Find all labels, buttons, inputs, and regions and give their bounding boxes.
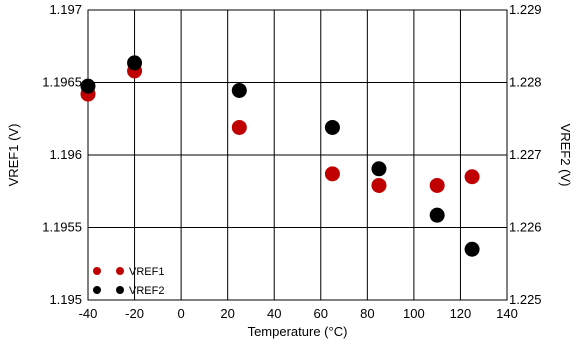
grid (88, 10, 507, 300)
x-tick-label: -40 (79, 306, 98, 321)
x-tick-label: 80 (360, 306, 374, 321)
data-point-vref1 (429, 177, 445, 193)
y-left-tick-label: 1.195 (49, 292, 82, 307)
y-left-tick-label: 1.1965 (42, 75, 82, 90)
data-point-vref1 (324, 166, 340, 182)
plot-area (87, 9, 508, 301)
x-tick-label: 100 (403, 306, 425, 321)
x-tick-label: 40 (267, 306, 281, 321)
y-left-tick-label: 1.196 (49, 147, 82, 162)
series-vref2 (80, 55, 480, 257)
data-point-vref1 (371, 177, 387, 193)
data-point-vref2 (127, 55, 143, 71)
x-tick-label: 120 (450, 306, 472, 321)
y-left-tick-label: 1.197 (49, 2, 82, 17)
legend-marker-vref1 (93, 267, 101, 275)
x-axis-title: Temperature (°C) (248, 324, 348, 339)
y-right-axis-title: VREF2 (V) (558, 124, 573, 187)
y-right-axis-ticks: 1.225 1.226 1.227 1.228 1.229 (509, 2, 542, 307)
y-left-axis-title: VREF1 (V) (6, 124, 21, 187)
data-point-vref2 (231, 82, 247, 98)
y-left-axis-ticks: 1.195 1.1955 1.196 1.1965 1.197 (42, 2, 82, 307)
data-point-vref1 (464, 169, 480, 185)
x-tick-label: 20 (220, 306, 234, 321)
data-point-vref2 (429, 207, 445, 223)
legend-marker-vref2 (93, 286, 101, 294)
x-tick-label: 140 (496, 306, 518, 321)
y-left-tick-label: 1.1955 (42, 220, 82, 235)
data-point-vref2 (324, 119, 340, 135)
legend-label-vref1: VREF1 (129, 266, 164, 278)
data-points (80, 55, 480, 257)
x-tick-label: 0 (177, 306, 184, 321)
legend-marker-vref2 (116, 286, 124, 294)
legend-label-vref2: VREF2 (129, 285, 164, 297)
x-axis-ticks: -40 -20 0 20 40 60 80 100 120 140 (79, 306, 518, 321)
data-point-vref2 (371, 161, 387, 177)
y-right-tick-label: 1.226 (509, 220, 542, 235)
data-point-vref1 (231, 119, 247, 135)
y-right-tick-label: 1.229 (509, 2, 542, 17)
x-tick-label: 60 (314, 306, 328, 321)
data-point-vref2 (80, 78, 96, 94)
x-tick-label: -20 (125, 306, 144, 321)
y-right-tick-label: 1.225 (509, 292, 542, 307)
legend: VREF1 VREF2 (93, 266, 164, 297)
legend-marker-vref1 (116, 267, 124, 275)
y-right-tick-label: 1.228 (509, 75, 542, 90)
data-point-vref2 (464, 241, 480, 257)
y-right-tick-label: 1.227 (509, 147, 542, 162)
